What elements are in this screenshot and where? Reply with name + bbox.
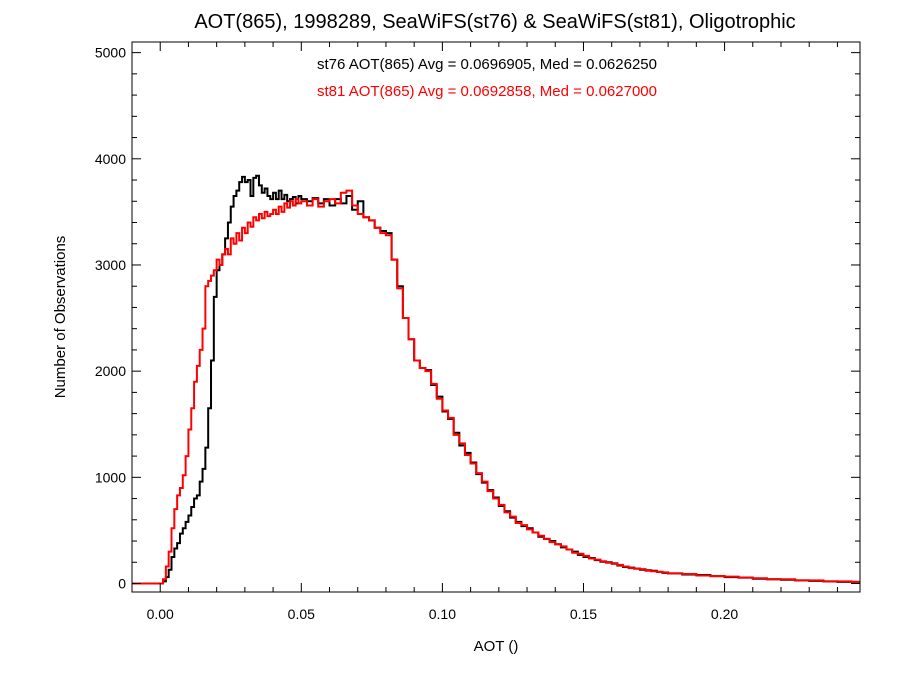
y-axis-label: Number of Observations: [52, 236, 69, 399]
x-tick-label: 0.20: [711, 606, 738, 622]
x-tick-label: 0.15: [570, 606, 597, 622]
series-layer: [132, 174, 860, 585]
chart-title: AOT(865), 1998289, SeaWiFS(st76) & SeaWi…: [194, 11, 795, 33]
plot-frame: [131, 41, 861, 593]
series-line-st81: [132, 189, 860, 585]
x-axis-label: AOT (): [474, 638, 519, 655]
y-tick-label: 2000: [95, 363, 126, 379]
tick-layer: 0.00 0.05 0.10 0.15 0.20 0 1000 2000 3000 4000 500…: [95, 42, 860, 622]
y-tick-label: 0: [118, 576, 126, 592]
x-tick-label: 0.00: [147, 606, 174, 622]
annotation-st76: st76 AOT(865) Avg = 0.0696905, Med = 0.0…: [317, 56, 657, 73]
y-tick-label: 3000: [95, 257, 126, 273]
x-tick-label: 0.05: [288, 606, 315, 622]
annotation-st81: st81 AOT(865) Avg = 0.0692858, Med = 0.0…: [317, 83, 657, 100]
y-tick-label: 4000: [95, 151, 126, 167]
x-tick-label: 0.10: [429, 606, 456, 622]
y-tick-label: 5000: [95, 45, 126, 61]
y-tick-label: 1000: [95, 469, 126, 485]
